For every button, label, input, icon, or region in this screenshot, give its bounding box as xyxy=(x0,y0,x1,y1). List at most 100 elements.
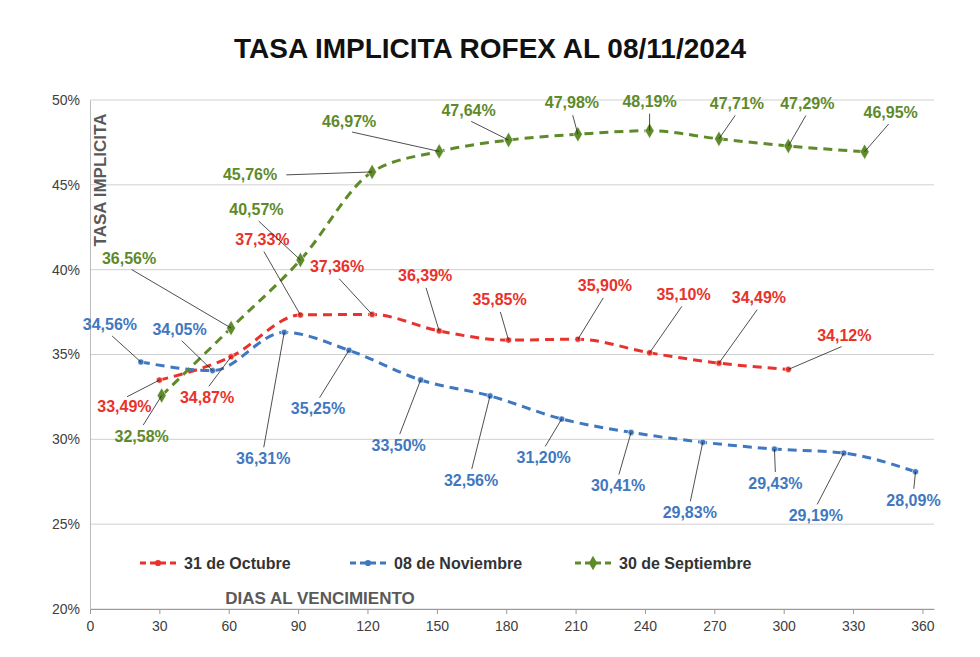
x-tick-mark xyxy=(298,609,299,614)
leader-line xyxy=(112,336,141,362)
x-tick-mark xyxy=(853,609,854,614)
x-tick-mark xyxy=(714,609,715,614)
data-label: 35,25% xyxy=(291,400,345,417)
grid-line xyxy=(90,439,934,440)
leader-line xyxy=(573,115,578,134)
leader-line xyxy=(320,350,349,397)
x-tick: 0 xyxy=(87,609,95,634)
data-label: 36,56% xyxy=(102,250,156,267)
y-tick: 20% xyxy=(52,601,90,617)
y-tick-label: 35% xyxy=(52,346,80,362)
y-tick-label: 45% xyxy=(52,177,80,193)
leader-line xyxy=(788,116,806,146)
data-label: 47,71% xyxy=(710,95,764,112)
leader-line xyxy=(719,310,757,364)
series-line xyxy=(162,131,865,396)
x-tick-mark xyxy=(784,609,785,614)
data-label: 46,95% xyxy=(863,104,917,121)
data-label: 29,43% xyxy=(748,475,802,492)
data-label: 32,58% xyxy=(115,428,169,445)
x-tick: 180 xyxy=(495,609,519,634)
x-tick-label: 180 xyxy=(495,618,519,634)
legend-label: 08 de Noviembre xyxy=(394,555,522,572)
data-label: 47,29% xyxy=(780,95,834,112)
leader-line xyxy=(426,288,439,331)
x-tick-label: 330 xyxy=(842,618,866,634)
x-tick-mark xyxy=(229,609,230,614)
chart: TASA IMPLICITA ROFEX AL 08/11/2024 0 30 60 9… xyxy=(0,0,980,657)
data-label: 29,83% xyxy=(663,504,717,521)
x-tick: 60 xyxy=(221,609,237,634)
leader-line xyxy=(127,380,159,397)
legend-marker xyxy=(589,556,597,570)
leader-line xyxy=(719,115,735,139)
leader-line xyxy=(352,132,439,151)
y-tick: 35% xyxy=(52,346,90,362)
data-label: 35,85% xyxy=(472,291,526,308)
x-tick-mark xyxy=(159,609,160,614)
leader-line xyxy=(865,124,889,152)
data-label: 34,56% xyxy=(83,316,137,333)
x-tick: 300 xyxy=(773,609,797,634)
x-tick-mark xyxy=(367,609,368,614)
x-tick: 120 xyxy=(356,609,380,634)
x-tick-mark xyxy=(437,609,438,614)
leader-line xyxy=(143,396,161,425)
x-tick: 210 xyxy=(564,609,588,634)
x-tick: 90 xyxy=(291,609,307,634)
x-tick-mark xyxy=(645,609,646,614)
leader-line xyxy=(774,449,776,472)
x-axis-line xyxy=(91,609,935,610)
x-tick-label: 300 xyxy=(773,618,797,634)
x-tick-mark xyxy=(576,609,577,614)
data-label: 47,64% xyxy=(441,102,495,119)
x-tick: 240 xyxy=(634,609,658,634)
data-label: 34,12% xyxy=(817,327,871,344)
grid-line xyxy=(90,184,934,185)
leader-line xyxy=(545,419,561,446)
data-label: 45,76% xyxy=(223,166,277,183)
leader-line xyxy=(650,306,682,353)
leader-line xyxy=(500,312,508,340)
leader-line xyxy=(649,114,650,131)
grid-line xyxy=(90,609,934,610)
title: TASA IMPLICITA ROFEX AL 08/11/2024 xyxy=(234,33,746,64)
data-label: 29,19% xyxy=(789,507,843,524)
y-tick-label: 25% xyxy=(52,516,80,532)
leader-line xyxy=(471,121,508,140)
x-tick-label: 240 xyxy=(634,618,658,634)
leader-line xyxy=(400,380,421,434)
leader-line xyxy=(619,432,631,474)
y-tick: 50% xyxy=(52,92,90,108)
leader-line xyxy=(286,172,372,175)
data-label: 34,87% xyxy=(180,389,234,406)
data-label: 46,97% xyxy=(322,113,376,130)
data-label: 33,49% xyxy=(97,398,151,415)
leader-line xyxy=(259,221,301,260)
data-label: 28,09% xyxy=(886,492,940,509)
data-label: 33,50% xyxy=(372,437,426,454)
legend-item: 31 de Octubre xyxy=(140,555,291,572)
x-tick-mark xyxy=(922,609,923,614)
data-label: 35,90% xyxy=(578,277,632,294)
y-tick-label: 20% xyxy=(52,601,80,617)
leader-line xyxy=(132,270,231,328)
data-label: 37,36% xyxy=(310,258,364,275)
leader-line xyxy=(182,341,213,371)
x-tick-label: 90 xyxy=(291,618,307,634)
x-tick-label: 120 xyxy=(356,618,380,634)
data-label: 31,20% xyxy=(517,449,571,466)
series-marker xyxy=(297,312,303,318)
x-tick-label: 360 xyxy=(911,618,935,634)
y-axis: 20%25%30%35%40%45%50% xyxy=(52,92,91,617)
leader-line xyxy=(578,298,603,339)
data-label: 30,41% xyxy=(591,477,645,494)
leader-line xyxy=(472,396,490,469)
x-tick-label: 60 xyxy=(221,618,237,634)
leader-line xyxy=(339,279,372,315)
legend-label: 31 de Octubre xyxy=(184,555,291,572)
data-label: 34,05% xyxy=(152,321,206,338)
x-tick: 30 xyxy=(152,609,168,634)
y-tick-label: 40% xyxy=(52,262,80,278)
leader-line xyxy=(690,442,702,501)
